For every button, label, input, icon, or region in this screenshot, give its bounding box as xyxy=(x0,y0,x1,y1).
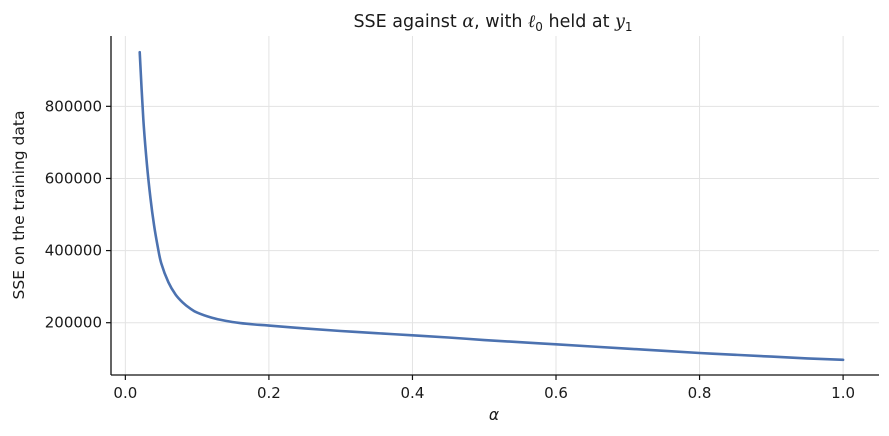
x-tick-label: 0.0 xyxy=(113,384,137,402)
x-tick-label: 1.0 xyxy=(831,384,855,402)
x-tick-label: 0.2 xyxy=(257,384,281,402)
title-alpha: α xyxy=(462,12,474,32)
title-prefix: SSE against xyxy=(353,12,462,32)
x-tick-label: 0.4 xyxy=(401,384,425,402)
y-tick-label: 600000 xyxy=(45,169,102,187)
title-ell: ℓ xyxy=(528,12,536,32)
ticks-layer: 0.0 0.2 0.4 0.6 0.8 1.0 200000 400000 600000 8000… xyxy=(45,97,855,402)
x-tick-label: 0.8 xyxy=(688,384,712,402)
y-tick-label: 800000 xyxy=(45,97,102,115)
axes-layer xyxy=(110,36,879,376)
series-layer xyxy=(138,50,845,362)
y-tick-label: 400000 xyxy=(45,242,102,260)
title-middle: , with xyxy=(474,12,528,32)
x-axis-label: α xyxy=(489,406,499,424)
chart-title: SSE against α, with ℓ0 held at y1 xyxy=(353,12,632,34)
x-tick-label: 0.6 xyxy=(544,384,568,402)
title-ell-subscript: 0 xyxy=(535,20,543,34)
grid-layer xyxy=(111,36,879,375)
y-tick-label: 200000 xyxy=(45,314,102,332)
title-y: y xyxy=(614,12,626,32)
title-middle2: held at xyxy=(543,12,615,32)
sse-series-line xyxy=(138,50,845,362)
title-y-subscript: 1 xyxy=(625,20,633,34)
y-axis-label: SSE on the training data xyxy=(10,111,28,300)
